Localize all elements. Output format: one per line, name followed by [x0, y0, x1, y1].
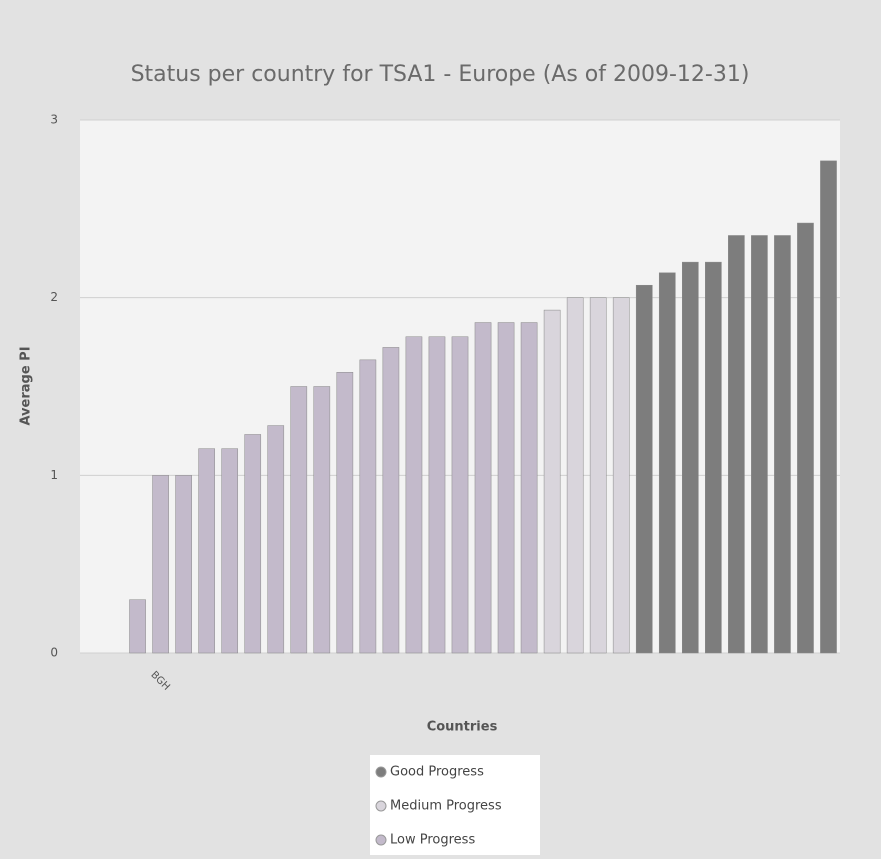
bar [820, 160, 837, 654]
bar [129, 599, 146, 654]
bar [797, 222, 814, 654]
bar [267, 425, 285, 654]
legend-label: Low Progress [390, 833, 475, 848]
bar [589, 297, 607, 654]
bar [681, 261, 699, 654]
bar [221, 448, 239, 654]
bar [774, 235, 791, 654]
legend-marker [375, 800, 387, 812]
chart-title: Status per country for TSA1 - Europe (As… [131, 62, 750, 87]
bar [612, 297, 630, 654]
legend-label: Good Progress [390, 765, 484, 780]
bar [198, 448, 215, 654]
bar [751, 235, 768, 654]
y-tick-label: 1 [50, 468, 58, 482]
legend-marker [375, 834, 387, 846]
bar [290, 386, 308, 654]
bar [451, 336, 469, 654]
bar [405, 336, 423, 654]
y-tick-label: 3 [50, 113, 58, 127]
bar [382, 347, 400, 654]
legend-box [370, 755, 540, 855]
bar [359, 359, 377, 654]
bar [705, 261, 722, 654]
bar [244, 434, 262, 654]
bar [520, 322, 538, 654]
bar [336, 372, 354, 654]
bar [497, 322, 515, 654]
y-axis-label: Average PI [19, 346, 34, 425]
bar [566, 297, 584, 654]
bar [313, 386, 331, 654]
bar [428, 336, 446, 654]
bar [728, 235, 745, 654]
bar [175, 475, 192, 654]
bar [658, 272, 676, 654]
y-tick-label: 2 [50, 290, 58, 304]
bar [543, 309, 561, 654]
bar [152, 475, 169, 654]
legend-marker [375, 766, 387, 778]
bar [635, 284, 653, 654]
x-axis-label: Countries [427, 720, 498, 735]
legend-label: Medium Progress [390, 799, 502, 814]
y-tick-label: 0 [50, 646, 58, 660]
bar [474, 322, 492, 654]
